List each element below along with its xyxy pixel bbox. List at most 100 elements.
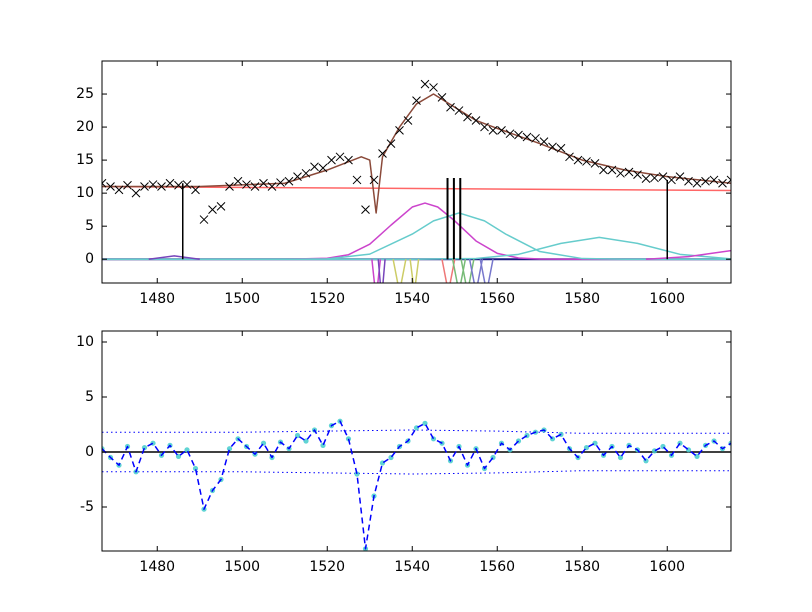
data-marker [709,175,719,185]
data-marker [361,205,370,215]
x-tick-label: 1600 [649,291,685,307]
data-marker [522,132,532,142]
data-marker [718,178,727,188]
data-marker [148,180,158,189]
data-marker [446,102,455,112]
series-line [392,259,407,283]
data-marker [616,168,625,178]
data-marker [301,168,311,178]
data-marker [352,175,362,185]
series-line [102,185,731,192]
data-marker [293,172,302,181]
data-marker [505,129,515,139]
data-marker [191,185,200,195]
data-point [192,465,199,472]
data-marker [344,155,353,165]
data-marker [420,79,430,89]
series-line [102,470,731,475]
x-tick-label: 1520 [309,291,345,307]
data-marker [208,205,217,215]
series-line [102,93,731,214]
plot-area [102,418,731,551]
data-marker [335,152,345,162]
series-line [102,202,731,260]
data-marker [701,176,710,186]
data-marker [684,176,693,186]
x-tick-label: 1600 [649,559,685,575]
axes-frame [101,60,732,284]
data-point [226,446,233,452]
data-marker [395,126,404,135]
data-marker [429,83,438,92]
data-marker [590,159,600,168]
data-marker [454,106,464,115]
data-marker [539,137,549,146]
data-marker [233,176,243,186]
data-point [184,447,190,453]
data-point [354,471,360,477]
data-marker [514,130,523,140]
data-point [413,425,420,431]
data-marker [726,175,731,185]
panel: 1480 1500 1520 1540 1560 1580 1600 -5 0 5 10 [76,330,732,575]
plot-area [102,79,731,283]
data-marker [369,175,379,185]
x-tick-label: 1500 [224,291,260,307]
series-line [102,236,731,260]
data-marker [480,122,489,132]
data-marker [182,180,192,189]
data-marker [310,162,319,172]
data-marker [599,165,608,175]
y-tick-label: 0 [85,444,94,460]
x-tick-label: 1480 [139,559,175,575]
data-marker [658,172,668,181]
data-marker [692,178,702,188]
y-tick-label: 5 [85,389,94,405]
x-tick-label: 1580 [564,559,600,575]
x-tick-label: 1520 [309,559,345,575]
data-marker [471,116,481,125]
data-marker [548,142,557,152]
data-marker [131,188,141,198]
data-marker [327,155,336,165]
x-tick-label: 1480 [139,291,175,307]
series-line [645,249,731,260]
data-marker [284,176,294,186]
series-line [377,259,386,283]
data-marker [667,175,676,185]
data-marker [199,215,209,224]
data-marker [565,152,574,162]
series-line [468,259,484,283]
data-marker [267,182,277,191]
series-line [409,259,420,283]
y-tick-label: -5 [80,499,94,515]
data-marker [556,143,566,153]
data-marker [318,163,328,173]
data-marker [216,202,226,211]
data-marker [624,167,634,177]
data-marker [650,173,659,183]
y-tick-label: 25 [76,86,94,102]
data-marker [242,180,251,189]
data-marker [633,170,642,179]
data-marker [102,178,107,188]
data-marker [607,165,617,175]
y-tick-label: 10 [76,334,94,350]
data-marker [675,172,685,181]
data-marker [463,112,472,122]
data-marker [497,126,506,135]
data-point [303,438,309,444]
y-tick-label: 20 [76,119,94,135]
data-marker [412,96,421,105]
data-marker [140,182,149,191]
data-point [141,445,148,451]
data-marker [378,149,387,158]
data-point [592,440,598,446]
data-marker [437,92,447,102]
x-tick-label: 1560 [479,559,515,575]
data-marker [276,178,285,187]
y-tick-label: 0 [85,251,94,267]
